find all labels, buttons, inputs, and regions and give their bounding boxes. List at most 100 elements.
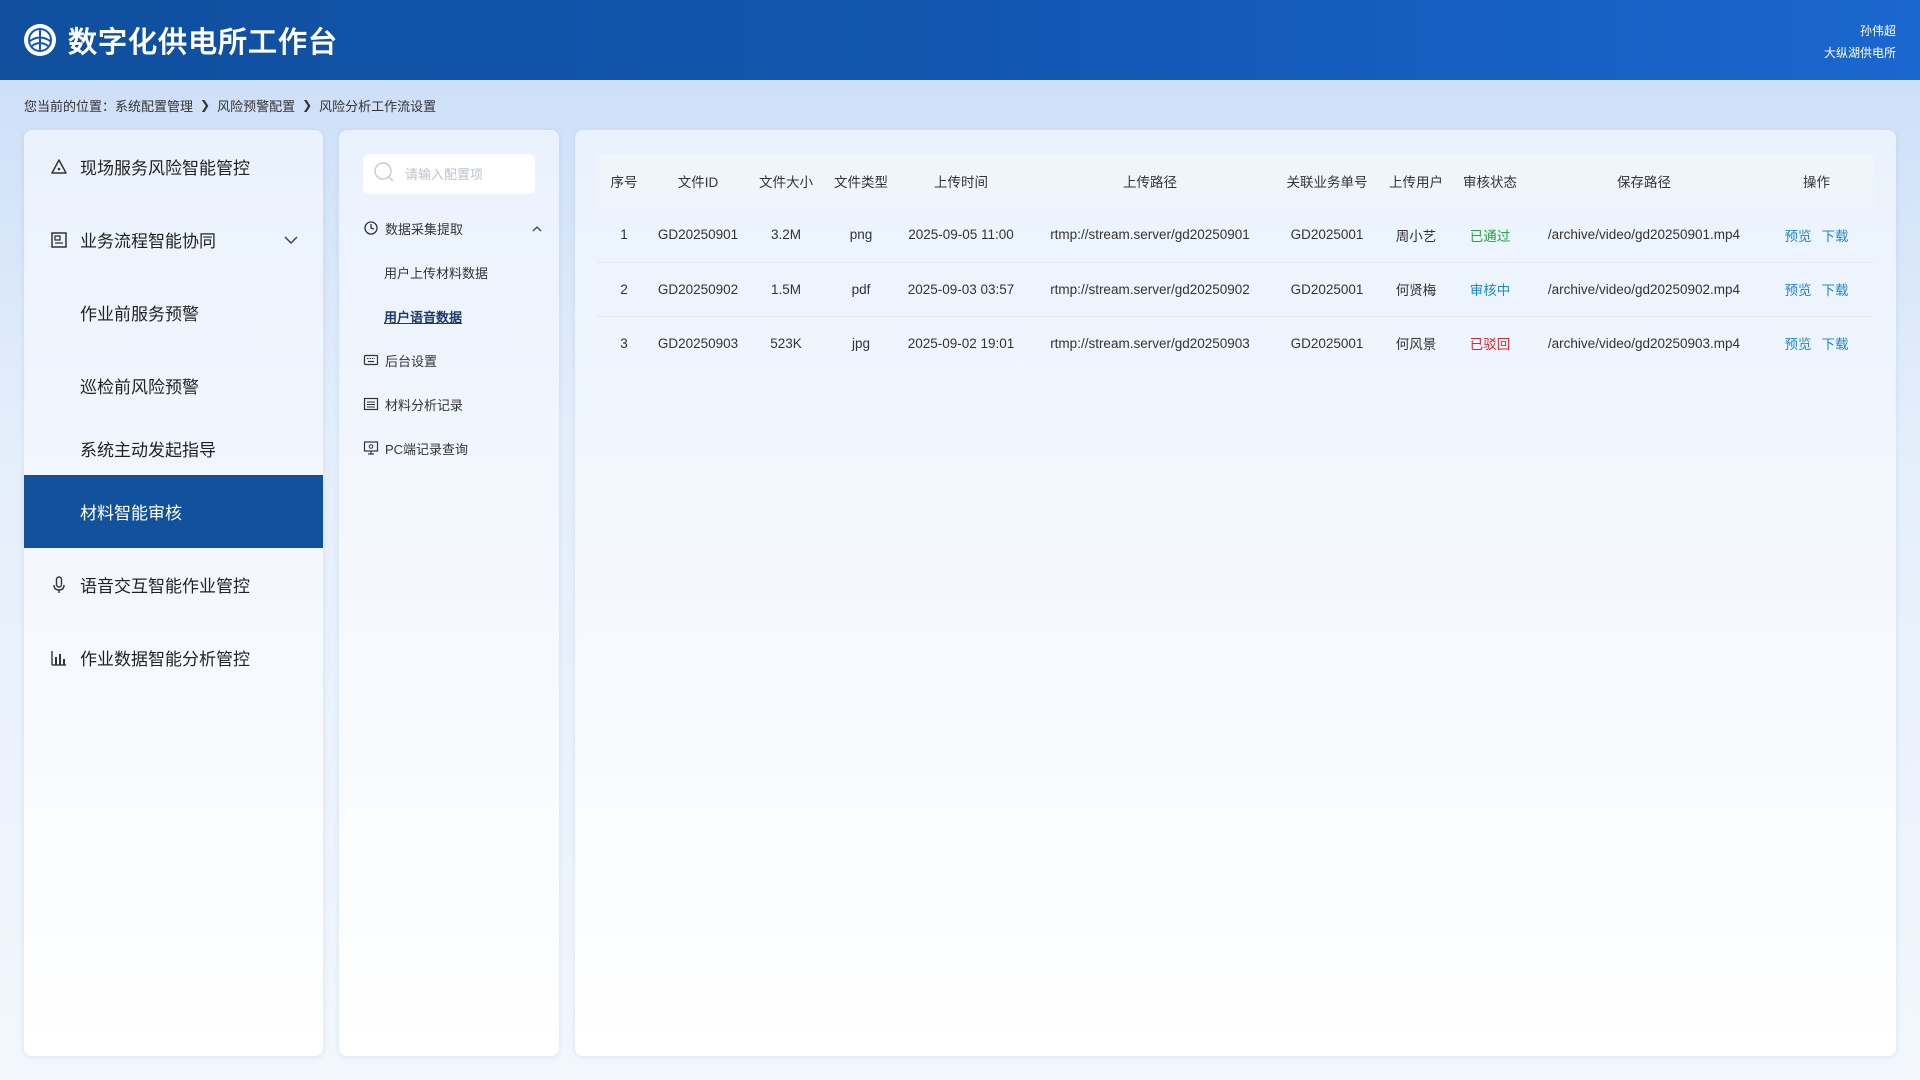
col-header-upload-time: 上传时间 — [934, 175, 988, 190]
refresh-icon — [363, 220, 379, 236]
mid-item-label: 数据采集提取 — [385, 221, 464, 237]
app-header: 数字化供电所工作台 孙伟超 大纵湖供电所 — [0, 0, 1920, 80]
col-header-upload-path: 上传路径 — [1123, 175, 1177, 190]
col-header-file-size: 文件大小 — [759, 175, 813, 190]
status-badge: 已通过 — [1469, 228, 1511, 244]
status-badge: 已驳回 — [1469, 337, 1511, 353]
chevron-up-icon[interactable] — [531, 222, 543, 237]
cell-upload-time: 2025-09-02 19:01 — [907, 335, 1015, 351]
nav-item-label: 系统主动发起指导 — [80, 440, 216, 460]
table-header-row: 序号 文件ID 文件大小 文件类型 上传时间 上传路径 关联业务单号 上传用户 … — [597, 154, 1874, 208]
col-header-upload-user: 上传用户 — [1389, 175, 1443, 190]
mid-item-label: 用户上传材料数据 — [384, 265, 489, 281]
download-button[interactable]: 下载 — [1821, 283, 1849, 298]
cell-upload-user: 何贤梅 — [1395, 283, 1437, 298]
mid-item-label: PC端记录查询 — [385, 441, 469, 457]
mid-item-user-upload-data[interactable]: 用户上传材料数据 — [384, 261, 564, 283]
mid-item-label: 后台设置 — [385, 353, 438, 369]
search-icon — [373, 161, 395, 188]
cell-save-path: /archive/video/gd20250903.mp4 — [1547, 335, 1741, 351]
preview-button[interactable]: 预览 — [1784, 283, 1812, 298]
nav-item-pre-inspection-alert[interactable]: 巡检前风险预警 — [24, 349, 323, 421]
cell-file-type: jpg — [851, 335, 870, 351]
main-content: 序号 文件ID 文件大小 文件类型 上传时间 上传路径 关联业务单号 上传用户 … — [575, 130, 1896, 1056]
nav-item-label: 作业数据智能分析管控 — [80, 650, 250, 669]
preview-button[interactable]: 预览 — [1784, 337, 1812, 353]
mid-item-data-collection[interactable]: 数据采集提取 — [363, 217, 543, 239]
mid-item-pc-record-query[interactable]: PC端记录查询 — [363, 437, 543, 459]
download-button[interactable]: 下载 — [1821, 337, 1849, 353]
preview-button[interactable]: 预览 — [1784, 228, 1812, 244]
table-row: 1 GD20250901 3.2M png 2025-09-05 11:00 r… — [597, 208, 1874, 262]
nav-item-label: 作业前服务预警 — [80, 305, 199, 324]
breadcrumb-item-risk-alert-config[interactable]: 风险预警配置 — [217, 98, 296, 114]
cell-file-size: 1.5M — [770, 281, 801, 297]
cell-actions: 预览 下载 — [1759, 262, 1874, 316]
cell-save-path: /archive/video/gd20250901.mp4 — [1547, 227, 1741, 243]
cell-file-size: 523K — [770, 335, 802, 351]
nav-item-pre-work-alert[interactable]: 作业前服务预警 — [24, 276, 323, 349]
user-info[interactable]: 孙伟超 大纵湖供电所 — [1824, 20, 1896, 64]
chevron-right-icon: ❯ — [200, 98, 211, 112]
logo-icon — [24, 24, 56, 56]
warning-triangle-icon — [48, 156, 70, 178]
bar-chart-icon — [48, 647, 70, 669]
nav-item-voice-interaction[interactable]: 语音交互智能作业管控 — [24, 548, 323, 621]
cell-upload-time: 2025-09-03 03:57 — [907, 281, 1015, 297]
nav-item-label: 业务流程智能协同 — [80, 232, 216, 251]
nav-item-field-service-risk[interactable]: 现场服务风险智能管控 — [24, 130, 323, 203]
keyboard-icon — [363, 352, 379, 368]
config-search-box[interactable] — [363, 154, 535, 194]
config-search-input[interactable] — [405, 166, 525, 182]
org-name: 大纵湖供电所 — [1823, 46, 1896, 60]
download-button[interactable]: 下载 — [1821, 228, 1849, 244]
table-row: 3 GD20250903 523K jpg 2025-09-02 19:01 r… — [597, 316, 1874, 370]
col-header-file-id: 文件ID — [677, 175, 719, 190]
cell-file-size: 3.2M — [770, 227, 801, 243]
left-sidebar: 现场服务风险智能管控 业务流程智能协同 作业前服务预警 巡检前风险预警 系统主动… — [24, 130, 323, 1056]
nav-item-material-review[interactable]: 材料智能审核 — [24, 475, 323, 548]
cell-upload-time: 2025-09-05 11:00 — [908, 227, 1014, 243]
cell-actions: 预览 下载 — [1759, 208, 1874, 262]
nav-item-label: 语音交互智能作业管控 — [80, 577, 250, 596]
cell-file-id: GD20250901 — [657, 227, 739, 243]
mid-item-material-analysis-log[interactable]: 材料分析记录 — [363, 393, 543, 415]
cell-upload-path: rtmp://stream.server/gd20250902 — [1050, 281, 1250, 297]
nav-item-system-guidance[interactable]: 系统主动发起指导 — [24, 421, 323, 475]
cell-order-no: GD2025001 — [1290, 281, 1364, 297]
list-icon — [363, 396, 379, 412]
cell-no: 1 — [620, 227, 628, 243]
cell-no: 2 — [620, 281, 628, 297]
table-row: 2 GD20250902 1.5M pdf 2025-09-03 03:57 r… — [597, 262, 1874, 316]
nav-item-label: 现场服务风险智能管控 — [80, 159, 250, 178]
nav-item-business-process[interactable]: 业务流程智能协同 — [24, 203, 323, 276]
cell-no: 3 — [620, 335, 628, 351]
chevron-down-icon[interactable] — [283, 231, 299, 251]
col-header-no: 序号 — [610, 175, 638, 190]
cell-order-no: GD2025001 — [1290, 227, 1364, 243]
file-table: 序号 文件ID 文件大小 文件类型 上传时间 上传路径 关联业务单号 上传用户 … — [597, 154, 1874, 370]
app-title: 数字化供电所工作台 — [68, 27, 339, 59]
cell-file-type: png — [849, 227, 873, 243]
breadcrumb-item-workflow-settings: 风险分析工作流设置 — [319, 98, 437, 114]
microphone-icon — [48, 574, 70, 596]
col-header-save-path: 保存路径 — [1617, 175, 1671, 190]
col-header-review-status: 审核状态 — [1463, 175, 1517, 190]
mid-item-label: 材料分析记录 — [385, 397, 464, 413]
cell-upload-path: rtmp://stream.server/gd20250903 — [1050, 335, 1250, 351]
mid-item-user-voice-data[interactable]: 用户语音数据 — [384, 305, 564, 327]
cell-file-type: pdf — [851, 281, 871, 297]
breadcrumb-item-system-config[interactable]: 系统配置管理 — [115, 98, 194, 114]
breadcrumb-prefix: 您当前的位置： — [24, 98, 116, 114]
mid-item-label: 用户语音数据 — [384, 309, 463, 325]
col-header-actions: 操作 — [1803, 175, 1830, 190]
user-name: 孙伟超 — [1859, 24, 1896, 38]
nav-item-data-analysis[interactable]: 作业数据智能分析管控 — [24, 621, 323, 694]
cell-upload-user: 何风景 — [1395, 337, 1437, 353]
config-sidebar: 数据采集提取 用户上传材料数据 用户语音数据 后台设置 材料分析记录 PC端记录… — [339, 130, 559, 1056]
cell-file-id: GD20250902 — [657, 281, 739, 297]
col-header-order-no: 关联业务单号 — [1286, 175, 1368, 190]
status-badge: 审核中 — [1469, 283, 1511, 298]
mid-item-backend-settings[interactable]: 后台设置 — [363, 349, 543, 371]
cell-upload-path: rtmp://stream.server/gd20250901 — [1050, 227, 1250, 243]
